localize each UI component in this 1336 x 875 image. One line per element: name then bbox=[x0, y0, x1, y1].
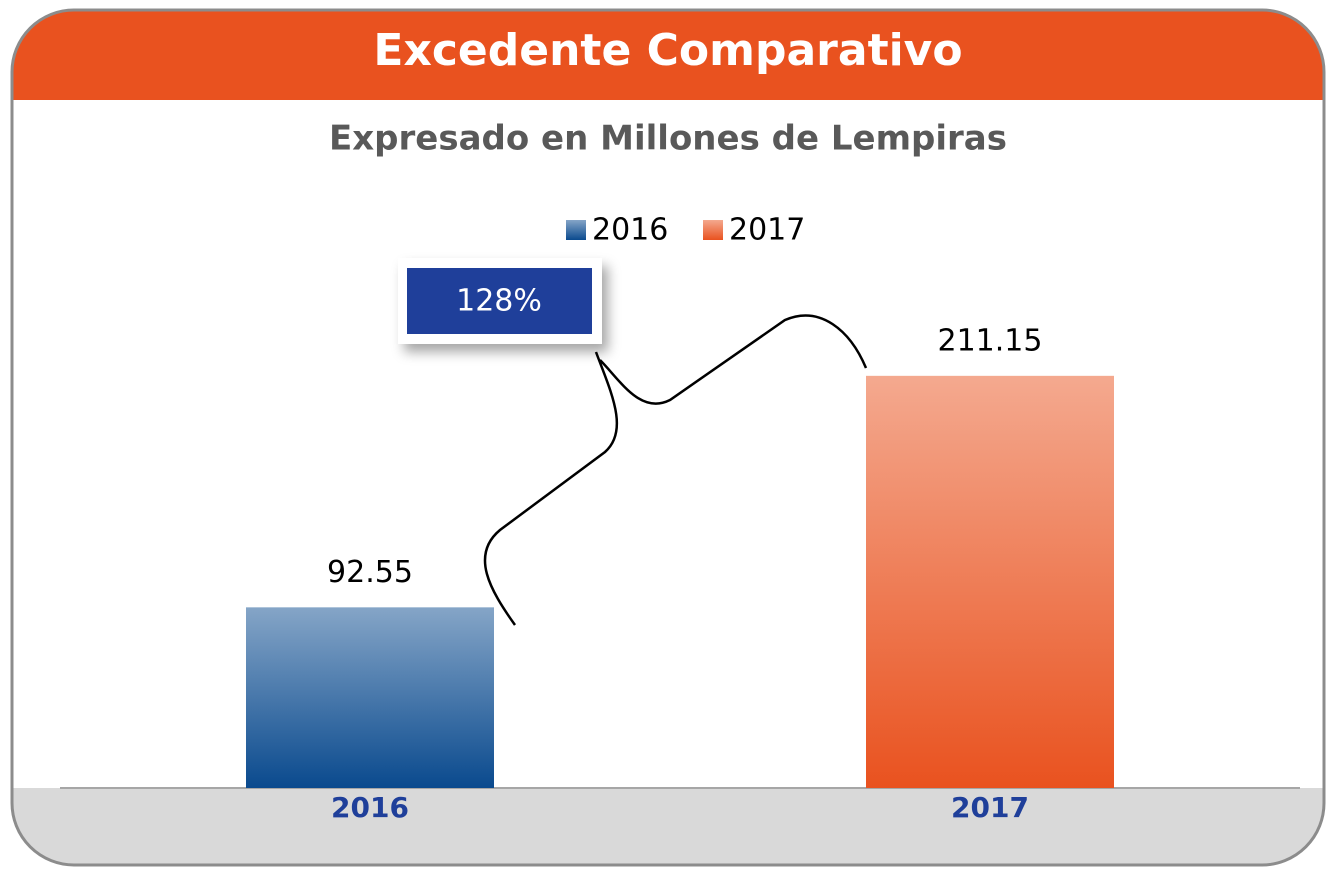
header-band bbox=[12, 10, 1324, 100]
data-label: 92.55 bbox=[327, 555, 413, 590]
footer-band bbox=[12, 788, 1324, 865]
bar bbox=[246, 607, 494, 788]
bar bbox=[866, 375, 1114, 788]
chart-subtitle: Expresado en Millones de Lempiras bbox=[329, 119, 1007, 159]
legend-label: 2017 bbox=[729, 213, 805, 248]
data-label: 211.15 bbox=[938, 323, 1043, 358]
legend-swatch bbox=[703, 220, 723, 240]
x-tick-label: 2017 bbox=[951, 791, 1029, 824]
x-tick-label: 2016 bbox=[331, 791, 409, 824]
bracket bbox=[483, 314, 868, 626]
card-border bbox=[10, 8, 1326, 867]
legend-swatch bbox=[566, 220, 586, 240]
legend-label: 2016 bbox=[592, 213, 668, 248]
chart-title: Excedente Comparativo bbox=[373, 25, 962, 76]
annotation-box bbox=[407, 268, 592, 334]
annotation: 128% bbox=[456, 284, 542, 319]
